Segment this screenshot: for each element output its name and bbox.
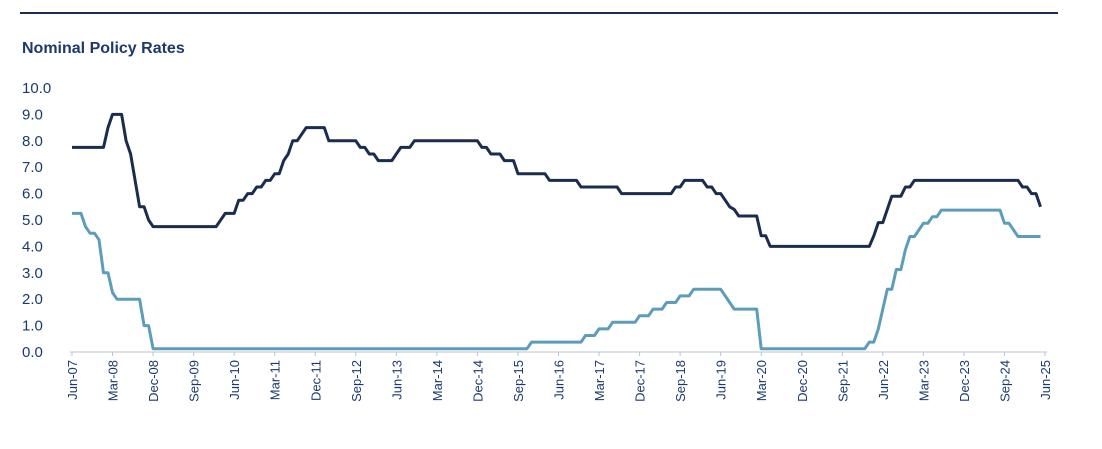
top-rule <box>20 12 1058 14</box>
x-tick-label: Mar-23 <box>916 360 931 401</box>
series-lines <box>72 112 1042 351</box>
x-tick-label: Jun-16 <box>552 360 567 400</box>
y-tick-label: 0.0 <box>22 344 43 361</box>
y-tick-label: 8.0 <box>22 133 43 150</box>
x-tick-label: Sep-24 <box>997 360 1012 402</box>
x-tick-label: Mar-08 <box>106 360 121 401</box>
x-tick-label: Dec-20 <box>795 360 810 402</box>
y-tick-label: 3.0 <box>22 265 43 282</box>
x-tick-label: Sep-18 <box>673 360 688 402</box>
x-tick-label: Sep-12 <box>349 360 364 402</box>
x-tick-label: Jun-07 <box>65 360 80 400</box>
x-tick-label: Dec-08 <box>146 360 161 402</box>
y-tick-label: 7.0 <box>22 159 43 176</box>
x-tick-label: Mar-17 <box>592 360 607 401</box>
x-tick-label: Jun-22 <box>876 360 891 400</box>
x-axis-ticks: Jun-07 Mar-08 Dec-08 Sep-09 Jun-10 Mar-11 Dec-… <box>65 352 1053 402</box>
x-tick-label: Dec-23 <box>957 360 972 402</box>
x-tick-label: Sep-21 <box>835 360 850 402</box>
x-tick-label: Dec-17 <box>633 360 648 402</box>
y-tick-label: 10.0 <box>22 80 51 97</box>
y-tick-label: 2.0 <box>22 291 43 308</box>
y-tick-label: 5.0 <box>22 212 43 229</box>
x-tick-label: Mar-11 <box>268 360 283 400</box>
x-tick-label: Jun-25 <box>1038 360 1053 400</box>
series-line-dark <box>72 112 1042 248</box>
x-tick-label: Jun-10 <box>227 360 242 400</box>
x-tick-label: Dec-11 <box>308 360 323 401</box>
chart-title: Nominal Policy Rates <box>22 40 185 57</box>
x-tick-label: Dec-14 <box>470 360 485 402</box>
y-tick-label: 1.0 <box>22 318 43 335</box>
x-tick-label: Jun-13 <box>389 360 404 400</box>
y-tick-label: 4.0 <box>22 238 43 255</box>
x-tick-label: Sep-15 <box>511 360 526 402</box>
x-tick-label: Mar-20 <box>754 360 769 401</box>
y-axis-ticks: 0.0 1.0 2.0 3.0 4.0 5.0 6.0 7.0 8.0 9.0 10.0 <box>22 80 51 361</box>
x-tick-label: Mar-14 <box>430 360 445 401</box>
y-tick-label: 6.0 <box>22 186 43 203</box>
x-tick-label: Sep-09 <box>187 360 202 402</box>
y-tick-label: 9.0 <box>22 106 43 123</box>
x-tick-label: Jun-19 <box>714 360 729 400</box>
series-line-light <box>72 208 1041 351</box>
